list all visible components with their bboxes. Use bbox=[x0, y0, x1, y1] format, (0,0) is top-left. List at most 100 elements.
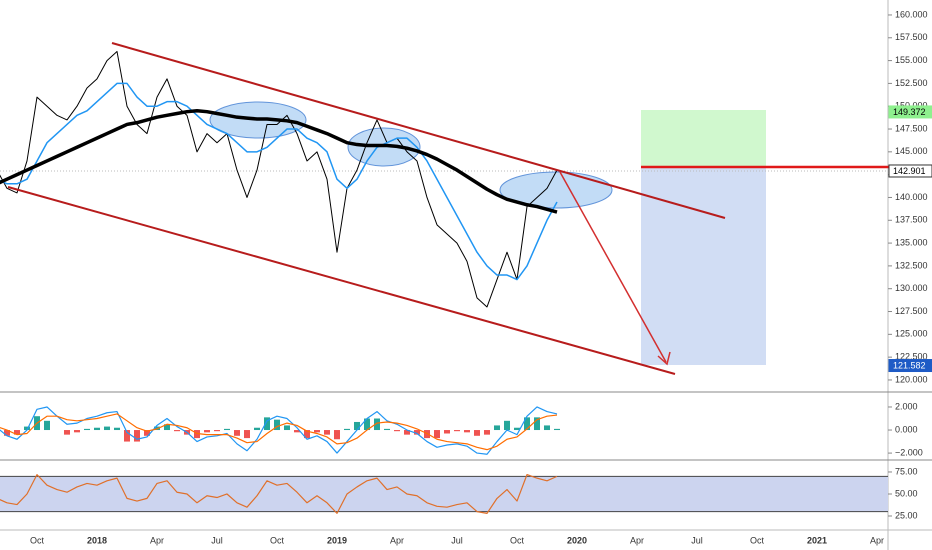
histogram-bar bbox=[404, 430, 410, 435]
y-tick-label: 147.500 bbox=[895, 123, 928, 133]
histogram-bar bbox=[464, 430, 470, 433]
series-line bbox=[0, 82, 558, 281]
histogram-bar bbox=[94, 427, 100, 431]
y-tick-label: 130.000 bbox=[895, 283, 928, 293]
histogram-bar bbox=[204, 430, 210, 433]
y-tick-label: 50.00 bbox=[895, 488, 918, 498]
histogram-bar bbox=[254, 427, 260, 431]
histogram-bar bbox=[264, 417, 270, 431]
histogram-bar bbox=[74, 430, 80, 433]
x-tick-label: Apr bbox=[390, 535, 404, 545]
histogram-bar bbox=[14, 430, 20, 435]
histogram-bar bbox=[364, 418, 370, 431]
price-marker-label: 142.901 bbox=[893, 166, 926, 176]
histogram-bar bbox=[484, 430, 490, 435]
histogram-bar bbox=[114, 427, 120, 431]
y-tick-label: 145.000 bbox=[895, 146, 928, 156]
y-tick-label: 140.000 bbox=[895, 192, 928, 202]
histogram-bar bbox=[554, 428, 560, 431]
histogram-bar bbox=[124, 430, 130, 442]
y-tick-label: 2.000 bbox=[895, 401, 918, 411]
histogram-bar bbox=[354, 421, 360, 431]
series-line bbox=[0, 406, 558, 455]
histogram-bar bbox=[324, 430, 330, 435]
histogram-bar bbox=[284, 425, 290, 431]
y-tick-label: 0.000 bbox=[895, 424, 918, 434]
histogram-bar bbox=[344, 428, 350, 431]
x-tick-label: Oct bbox=[30, 535, 45, 545]
y-tick-label: 25.00 bbox=[895, 510, 918, 520]
histogram-bar bbox=[84, 428, 90, 431]
histogram-bar bbox=[544, 425, 550, 431]
histogram-bar bbox=[104, 426, 110, 431]
histogram-bar bbox=[4, 430, 10, 436]
histogram-bar bbox=[444, 430, 450, 434]
histogram-bar bbox=[314, 430, 320, 433]
x-tick-label: Apr bbox=[870, 535, 884, 545]
y-tick-label: 135.000 bbox=[895, 237, 928, 247]
histogram-bar bbox=[224, 428, 230, 431]
histogram-bar bbox=[394, 430, 400, 432]
histogram-bar bbox=[524, 417, 530, 431]
y-tick-label: 75.00 bbox=[895, 466, 918, 476]
y-tick-label: 120.000 bbox=[895, 374, 928, 384]
x-tick-label: Jul bbox=[451, 535, 463, 545]
target-zone bbox=[641, 110, 766, 167]
histogram-bar bbox=[174, 430, 180, 432]
x-tick-label: Oct bbox=[270, 535, 285, 545]
histogram-bar bbox=[134, 430, 140, 442]
rsi-band bbox=[0, 476, 888, 512]
x-tick-label: Oct bbox=[750, 535, 765, 545]
price-marker-box bbox=[888, 164, 932, 178]
histogram-bar bbox=[214, 430, 220, 432]
price-marker-box bbox=[888, 105, 932, 119]
y-tick-label: 125.000 bbox=[895, 329, 928, 339]
histogram-bar bbox=[144, 430, 150, 436]
channel-upper bbox=[111, 42, 726, 219]
y-tick-label: 132.500 bbox=[895, 260, 928, 270]
y-tick-label: 137.500 bbox=[895, 215, 928, 225]
series-line bbox=[0, 50, 558, 308]
x-tick-label: Jul bbox=[691, 535, 703, 545]
projection-arrow bbox=[559, 171, 667, 363]
histogram-bar bbox=[234, 430, 240, 436]
histogram-bar bbox=[534, 417, 540, 431]
histogram-bar bbox=[514, 427, 520, 431]
x-tick-label: 2019 bbox=[327, 535, 347, 545]
y-tick-label: 122.500 bbox=[895, 352, 928, 362]
histogram-bar bbox=[504, 420, 510, 431]
background-drawings bbox=[0, 101, 932, 513]
histogram-bar bbox=[434, 430, 440, 439]
x-tick-label: 2021 bbox=[807, 535, 827, 545]
stop-zone bbox=[641, 167, 766, 365]
x-tick-label: Jul bbox=[211, 535, 223, 545]
price-marker-label: 121.582 bbox=[893, 360, 926, 370]
histogram-bar bbox=[384, 428, 390, 431]
channel-drawings bbox=[7, 42, 726, 375]
price-marker-label: 149.372 bbox=[893, 107, 926, 117]
histogram-bar bbox=[374, 418, 380, 431]
histogram-bar bbox=[274, 419, 280, 431]
histogram-bar bbox=[244, 430, 250, 439]
series-line bbox=[0, 474, 558, 514]
x-tick-label: Apr bbox=[150, 535, 164, 545]
histogram-bar bbox=[454, 430, 460, 432]
histogram-bar bbox=[24, 426, 30, 431]
x-tick-label: 2020 bbox=[567, 535, 587, 545]
y-tick-label: 155.000 bbox=[895, 55, 928, 65]
series-layer bbox=[0, 50, 560, 514]
arrow-head bbox=[657, 351, 671, 366]
histogram-bar bbox=[334, 430, 340, 440]
histogram-bar bbox=[304, 430, 310, 439]
y-tick-label: 127.500 bbox=[895, 306, 928, 316]
y-tick-label: 160.000 bbox=[895, 9, 928, 19]
y-tick-label: 152.500 bbox=[895, 78, 928, 88]
histogram-bar bbox=[414, 430, 420, 435]
channel-lower bbox=[7, 186, 676, 375]
histogram-bar bbox=[164, 424, 170, 431]
series-line bbox=[0, 109, 558, 214]
series-line bbox=[0, 413, 558, 451]
histogram-bar bbox=[494, 425, 500, 431]
x-tick-label: Apr bbox=[630, 535, 644, 545]
